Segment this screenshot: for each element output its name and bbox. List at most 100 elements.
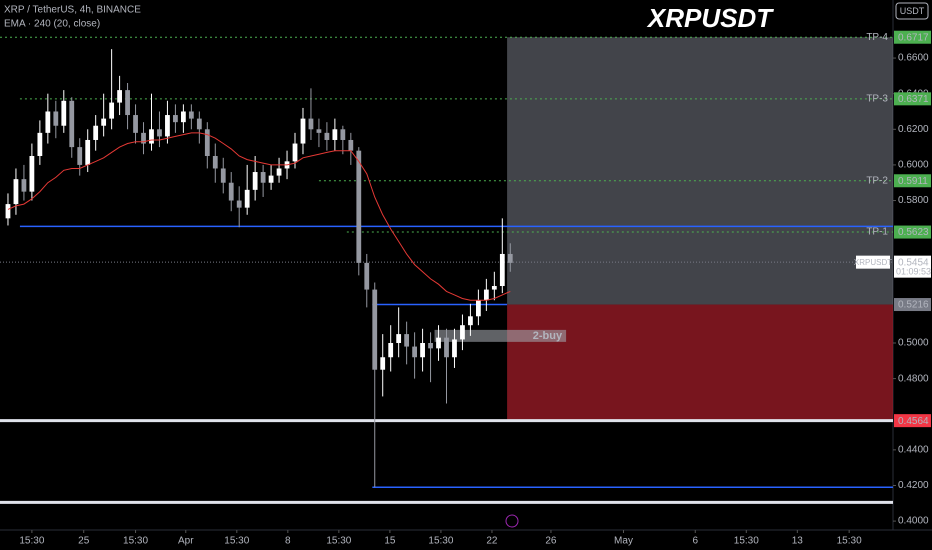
price-label: 0.4564 — [898, 416, 929, 427]
price-label-bg — [894, 92, 931, 106]
candle-body — [308, 118, 314, 130]
symbol-tag: XRPUSDT — [854, 258, 892, 267]
candle-body — [149, 129, 154, 144]
y-tick-label: 0.5000 — [898, 338, 929, 349]
candle-body — [5, 204, 11, 219]
candle-body — [292, 143, 298, 162]
candle-body — [244, 189, 250, 208]
candle-body — [133, 115, 138, 133]
y-tick-label: 0.4000 — [898, 516, 929, 527]
candle-body — [491, 286, 497, 290]
event-icon[interactable] — [505, 514, 519, 528]
ema-legend: EMA · 240 (20, close) — [4, 19, 100, 30]
x-tick-label: 26 — [545, 536, 557, 547]
countdown: 01:09:53 — [896, 267, 931, 277]
symbol-legend: XRP / TetherUS, 4h, BINANCE — [4, 5, 141, 16]
symbol-tag-bg — [856, 255, 890, 269]
candle-body — [61, 100, 67, 126]
candle-body — [316, 129, 322, 133]
candle-body — [268, 175, 274, 183]
currency-label[interactable]: USDT — [900, 6, 925, 16]
candle-body — [188, 111, 194, 119]
candle-body — [452, 339, 457, 358]
candle-body — [276, 168, 282, 176]
candle-body — [372, 289, 378, 370]
level-label: TP-1 — [866, 227, 888, 238]
price-label-bg — [894, 30, 931, 44]
candle-body — [165, 115, 170, 137]
price-label-bg — [894, 414, 931, 428]
level-label: TP-4 — [866, 32, 888, 43]
level-label: TP-3 — [866, 93, 888, 104]
level-label: TP-2 — [866, 175, 888, 186]
x-tick-label: 6 — [692, 536, 698, 547]
candle-body — [109, 102, 115, 119]
y-tick-label: 0.4400 — [898, 444, 929, 455]
candle-body — [460, 325, 465, 340]
candle-body — [125, 90, 130, 116]
candle-body — [348, 139, 354, 151]
candle-body — [420, 343, 425, 358]
candle-body — [507, 253, 513, 263]
candle-body — [196, 118, 202, 130]
price-label-bg — [894, 225, 931, 239]
candle-body — [212, 156, 218, 169]
candle-body — [37, 132, 43, 157]
current-price-label: 0.5454 — [898, 257, 929, 268]
candle-body — [300, 118, 306, 144]
annotation-label: 2-buy — [533, 330, 563, 342]
candle-body — [173, 115, 178, 123]
x-tick-label: 13 — [792, 536, 804, 547]
candle-body — [332, 129, 338, 140]
x-tick-label: 15:30 — [326, 536, 351, 547]
candle-body — [93, 125, 99, 140]
y-tick-label: 0.5800 — [898, 195, 929, 206]
candle-body — [436, 337, 441, 349]
x-tick-label: 15 — [384, 536, 396, 547]
y-tick-label: 0.6600 — [898, 53, 929, 64]
candle-body — [45, 111, 51, 133]
ema-line — [7, 132, 511, 301]
candle-body — [29, 156, 35, 192]
price-label: 0.5216 — [898, 300, 929, 311]
candle-body — [101, 118, 107, 126]
x-tick-label: 15:30 — [123, 536, 148, 547]
price-label-bg — [894, 298, 931, 312]
x-tick-label: 8 — [285, 536, 291, 547]
y-tick-label: 0.4800 — [898, 373, 929, 384]
candle-body — [252, 172, 258, 190]
target-zone — [507, 37, 893, 305]
x-tick-label: 15:30 — [734, 536, 759, 547]
x-tick-label: Apr — [178, 536, 194, 547]
price-label: 0.5911 — [898, 176, 928, 187]
candle-body — [21, 179, 27, 192]
price-label: 0.5623 — [898, 227, 929, 238]
candle-body — [236, 200, 242, 208]
candle-body — [476, 300, 481, 317]
price-label: 0.6371 — [898, 94, 929, 105]
candle-body — [141, 132, 146, 144]
current-price-bg — [894, 255, 931, 278]
x-tick-label: May — [614, 536, 633, 547]
chart-title: XRPUSDT — [646, 3, 774, 33]
candle-body — [356, 150, 362, 263]
annotation-bar — [434, 329, 567, 342]
y-tick-label: 0.6000 — [898, 160, 929, 171]
candle-body — [204, 129, 210, 157]
candle-body — [260, 172, 266, 183]
candle-body — [388, 343, 394, 358]
x-tick-label: 22 — [486, 536, 498, 547]
candle-body — [117, 90, 122, 103]
candle-body — [396, 334, 402, 344]
candle-body — [157, 129, 162, 137]
candle-body — [53, 111, 59, 126]
candle-body — [180, 111, 186, 123]
candle-body — [444, 337, 449, 358]
currency-button[interactable] — [895, 2, 929, 20]
y-tick-label: 0.4200 — [898, 480, 929, 491]
candle-body — [77, 147, 83, 165]
candle-body — [324, 132, 330, 140]
candle-body — [13, 179, 19, 205]
